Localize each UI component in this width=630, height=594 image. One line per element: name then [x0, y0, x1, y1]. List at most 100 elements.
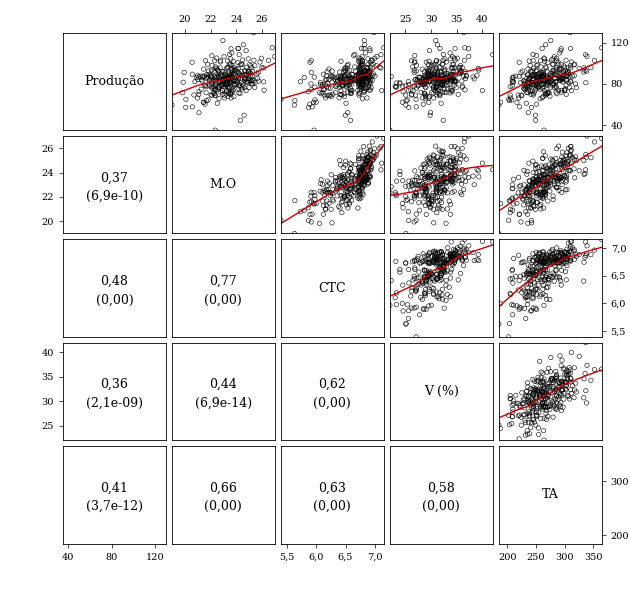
Point — [309, 72, 319, 82]
Point — [448, 160, 458, 169]
Point — [401, 100, 411, 110]
Point — [524, 191, 534, 201]
Point — [353, 75, 364, 85]
Point — [563, 390, 573, 400]
Point — [335, 173, 345, 183]
Point — [523, 198, 533, 208]
Point — [210, 85, 220, 94]
Point — [225, 89, 235, 99]
Point — [449, 67, 459, 77]
Point — [571, 378, 581, 388]
Point — [316, 89, 326, 99]
Point — [558, 167, 568, 176]
Point — [420, 266, 430, 276]
Point — [542, 163, 552, 173]
Point — [199, 97, 209, 107]
Point — [507, 180, 517, 189]
Point — [430, 253, 440, 263]
Point — [362, 179, 372, 189]
Point — [338, 193, 348, 203]
Point — [546, 255, 556, 264]
Point — [363, 147, 373, 157]
Point — [556, 361, 566, 370]
Point — [415, 176, 425, 186]
Point — [557, 380, 567, 390]
Point — [554, 172, 564, 181]
Point — [526, 203, 536, 213]
Point — [528, 156, 538, 166]
Point — [450, 75, 461, 85]
Point — [432, 292, 442, 302]
Point — [507, 412, 517, 422]
Point — [531, 173, 541, 182]
Point — [432, 254, 442, 264]
Point — [525, 400, 536, 410]
Point — [435, 253, 445, 263]
Point — [564, 68, 574, 78]
Point — [532, 255, 542, 265]
Point — [423, 258, 433, 267]
Point — [525, 78, 535, 88]
Point — [420, 266, 430, 275]
Point — [516, 217, 526, 227]
Point — [423, 271, 433, 280]
Point — [404, 80, 414, 89]
Point — [424, 200, 434, 210]
Point — [418, 99, 428, 109]
Point — [523, 296, 533, 305]
Point — [554, 378, 564, 387]
Point — [446, 237, 456, 247]
Point — [411, 283, 421, 293]
Point — [414, 77, 424, 86]
Point — [354, 187, 364, 196]
Point — [524, 279, 534, 288]
Point — [528, 375, 538, 384]
Point — [553, 258, 563, 267]
Point — [310, 95, 320, 105]
Point — [179, 68, 189, 77]
Point — [524, 83, 534, 92]
Point — [449, 59, 459, 69]
Point — [338, 180, 348, 189]
Point — [435, 203, 445, 213]
Point — [415, 206, 425, 215]
Point — [248, 67, 258, 76]
Point — [363, 64, 373, 73]
Point — [206, 71, 216, 80]
Point — [347, 170, 357, 180]
Point — [353, 81, 364, 90]
Point — [539, 275, 549, 285]
Point — [541, 273, 551, 282]
Point — [429, 172, 439, 182]
Point — [425, 75, 435, 85]
Point — [547, 67, 558, 77]
Point — [354, 167, 364, 176]
Point — [536, 68, 546, 78]
Point — [425, 277, 435, 287]
Point — [568, 381, 578, 390]
Point — [353, 69, 364, 79]
Point — [566, 150, 576, 160]
Point — [548, 170, 558, 179]
Point — [529, 415, 539, 424]
Point — [360, 76, 370, 86]
Point — [540, 275, 550, 285]
Point — [529, 71, 539, 81]
Point — [527, 418, 537, 427]
Point — [355, 188, 365, 198]
Point — [556, 248, 566, 257]
Point — [343, 169, 353, 179]
Point — [556, 59, 566, 69]
Point — [386, 182, 396, 191]
Point — [450, 55, 460, 65]
Point — [207, 61, 217, 70]
Point — [532, 99, 542, 109]
Point — [408, 62, 418, 72]
Point — [561, 65, 571, 75]
Point — [533, 386, 543, 395]
Point — [532, 377, 542, 387]
Point — [525, 423, 536, 432]
Point — [558, 403, 568, 412]
Point — [207, 79, 217, 89]
Point — [558, 71, 568, 80]
